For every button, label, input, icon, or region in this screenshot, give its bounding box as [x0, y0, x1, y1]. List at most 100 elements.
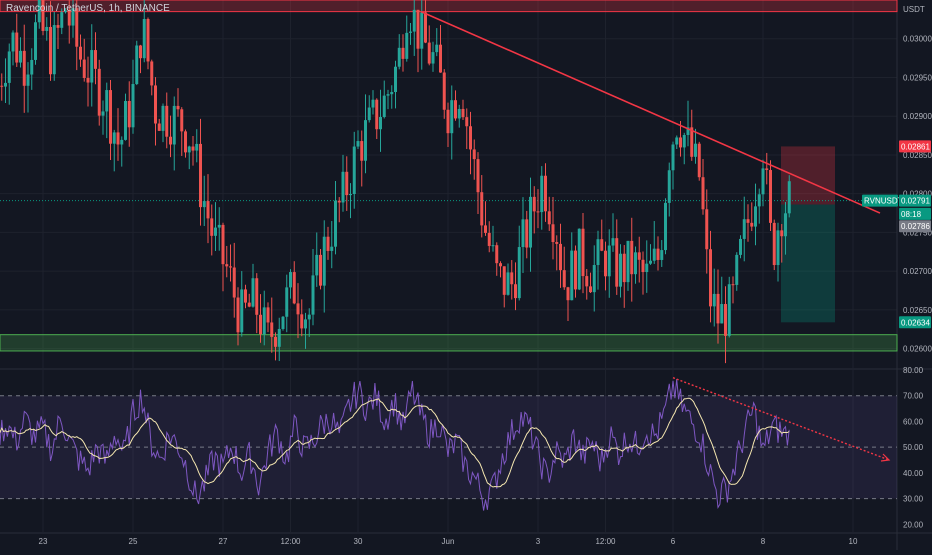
- candle-body: [390, 92, 394, 95]
- candle-body: [574, 250, 577, 290]
- candle-body: [251, 278, 255, 307]
- candle-body: [667, 170, 671, 203]
- rsi-trendline: [672, 377, 890, 461]
- candle-body: [296, 303, 300, 315]
- rsi-tick-label: 20.00: [903, 520, 924, 529]
- candle-body: [386, 94, 390, 96]
- candle-body: [480, 192, 484, 226]
- candle-body: [634, 252, 637, 275]
- candle-body: [637, 252, 641, 260]
- candle-body: [626, 240, 630, 283]
- candle-body: [746, 219, 750, 223]
- candle-body: [206, 201, 210, 219]
- candle-body: [731, 284, 735, 286]
- candle-body: [214, 227, 217, 236]
- candle-body: [34, 22, 37, 60]
- time-tick-label: 12:00: [595, 537, 616, 546]
- candle-body: [375, 99, 379, 130]
- candle-body: [82, 59, 86, 78]
- time-tick-label: 30: [354, 537, 363, 546]
- candle-body: [532, 196, 536, 212]
- candle-body: [326, 236, 330, 251]
- candle-body: [716, 293, 720, 324]
- candle-body: [49, 26, 52, 75]
- candle-body: [127, 100, 131, 128]
- candle-body: [150, 61, 154, 86]
- candle-body: [671, 144, 675, 171]
- candle-body: [154, 85, 157, 124]
- candle-body: [622, 253, 626, 283]
- candle-body: [315, 254, 319, 276]
- time-tick-label: 23: [39, 537, 48, 546]
- candle-body: [270, 322, 274, 337]
- price-tag-label: 08:18: [901, 210, 922, 219]
- price-tick-label: 0.02650: [903, 306, 932, 315]
- time-tick-label: 8: [761, 537, 766, 546]
- candle-body: [274, 336, 277, 347]
- candle-body: [596, 239, 600, 266]
- candle-body: [255, 278, 259, 315]
- candle-body: [446, 109, 450, 134]
- axes-layer: USDT0.026000.026500.027000.027500.028000…: [39, 5, 932, 546]
- candle-body: [397, 47, 401, 67]
- candle-body: [7, 51, 11, 83]
- take-profit-zone: [781, 204, 835, 323]
- candle-body: [750, 222, 754, 227]
- candle-body: [604, 250, 607, 277]
- rsi-tick-label: 70.00: [903, 392, 924, 401]
- candle-body: [161, 105, 165, 131]
- candle-body: [754, 206, 757, 227]
- candle-body: [135, 45, 139, 85]
- drawings-layer: [420, 10, 881, 214]
- candle-body: [247, 302, 251, 307]
- candle-body: [19, 50, 22, 63]
- rsi-line: [0, 378, 790, 511]
- time-tick-label: 12:00: [280, 537, 301, 546]
- candle-body: [75, 8, 79, 47]
- candle-body: [769, 170, 772, 223]
- price-tick-label: 0.02750: [903, 228, 932, 237]
- candle-body: [487, 232, 491, 246]
- candle-body: [712, 293, 716, 307]
- price-tag-bg: [899, 140, 931, 153]
- candle-body: [776, 230, 780, 266]
- candle-body: [232, 267, 236, 298]
- candle-body: [495, 245, 499, 264]
- candle-body: [652, 248, 656, 261]
- candle-body: [615, 238, 619, 287]
- price-tick-label: 0.02800: [903, 190, 932, 199]
- candle-body: [90, 50, 94, 83]
- candle-body: [259, 314, 262, 335]
- candle-body: [461, 108, 465, 118]
- candle-body: [780, 230, 784, 237]
- candle-body: [589, 286, 592, 293]
- candle-body: [431, 52, 435, 64]
- candle-body: [720, 304, 724, 324]
- candle-body: [4, 82, 7, 87]
- candle-body: [701, 177, 705, 210]
- candle-body: [405, 32, 409, 59]
- candle-body: [727, 284, 731, 336]
- candle-body: [285, 287, 289, 317]
- candle-body: [521, 219, 525, 248]
- candle-body: [341, 171, 345, 203]
- candle-body: [86, 77, 90, 83]
- candle-body: [416, 9, 420, 49]
- candle-body: [37, 0, 41, 23]
- candle-body: [517, 247, 521, 299]
- rsi-trendline-arrow: [880, 453, 891, 462]
- candle-body: [409, 31, 412, 33]
- candle-body: [262, 307, 266, 335]
- candle-body: [364, 120, 367, 161]
- candle-body: [371, 99, 375, 108]
- candle-body: [705, 209, 709, 250]
- price-tag-label: 0.02786: [901, 222, 930, 231]
- candle-body: [514, 284, 517, 299]
- candle-body: [757, 194, 761, 207]
- resistance-zone: [0, 0, 898, 13]
- candle-body: [544, 175, 547, 212]
- candle-body: [225, 264, 229, 267]
